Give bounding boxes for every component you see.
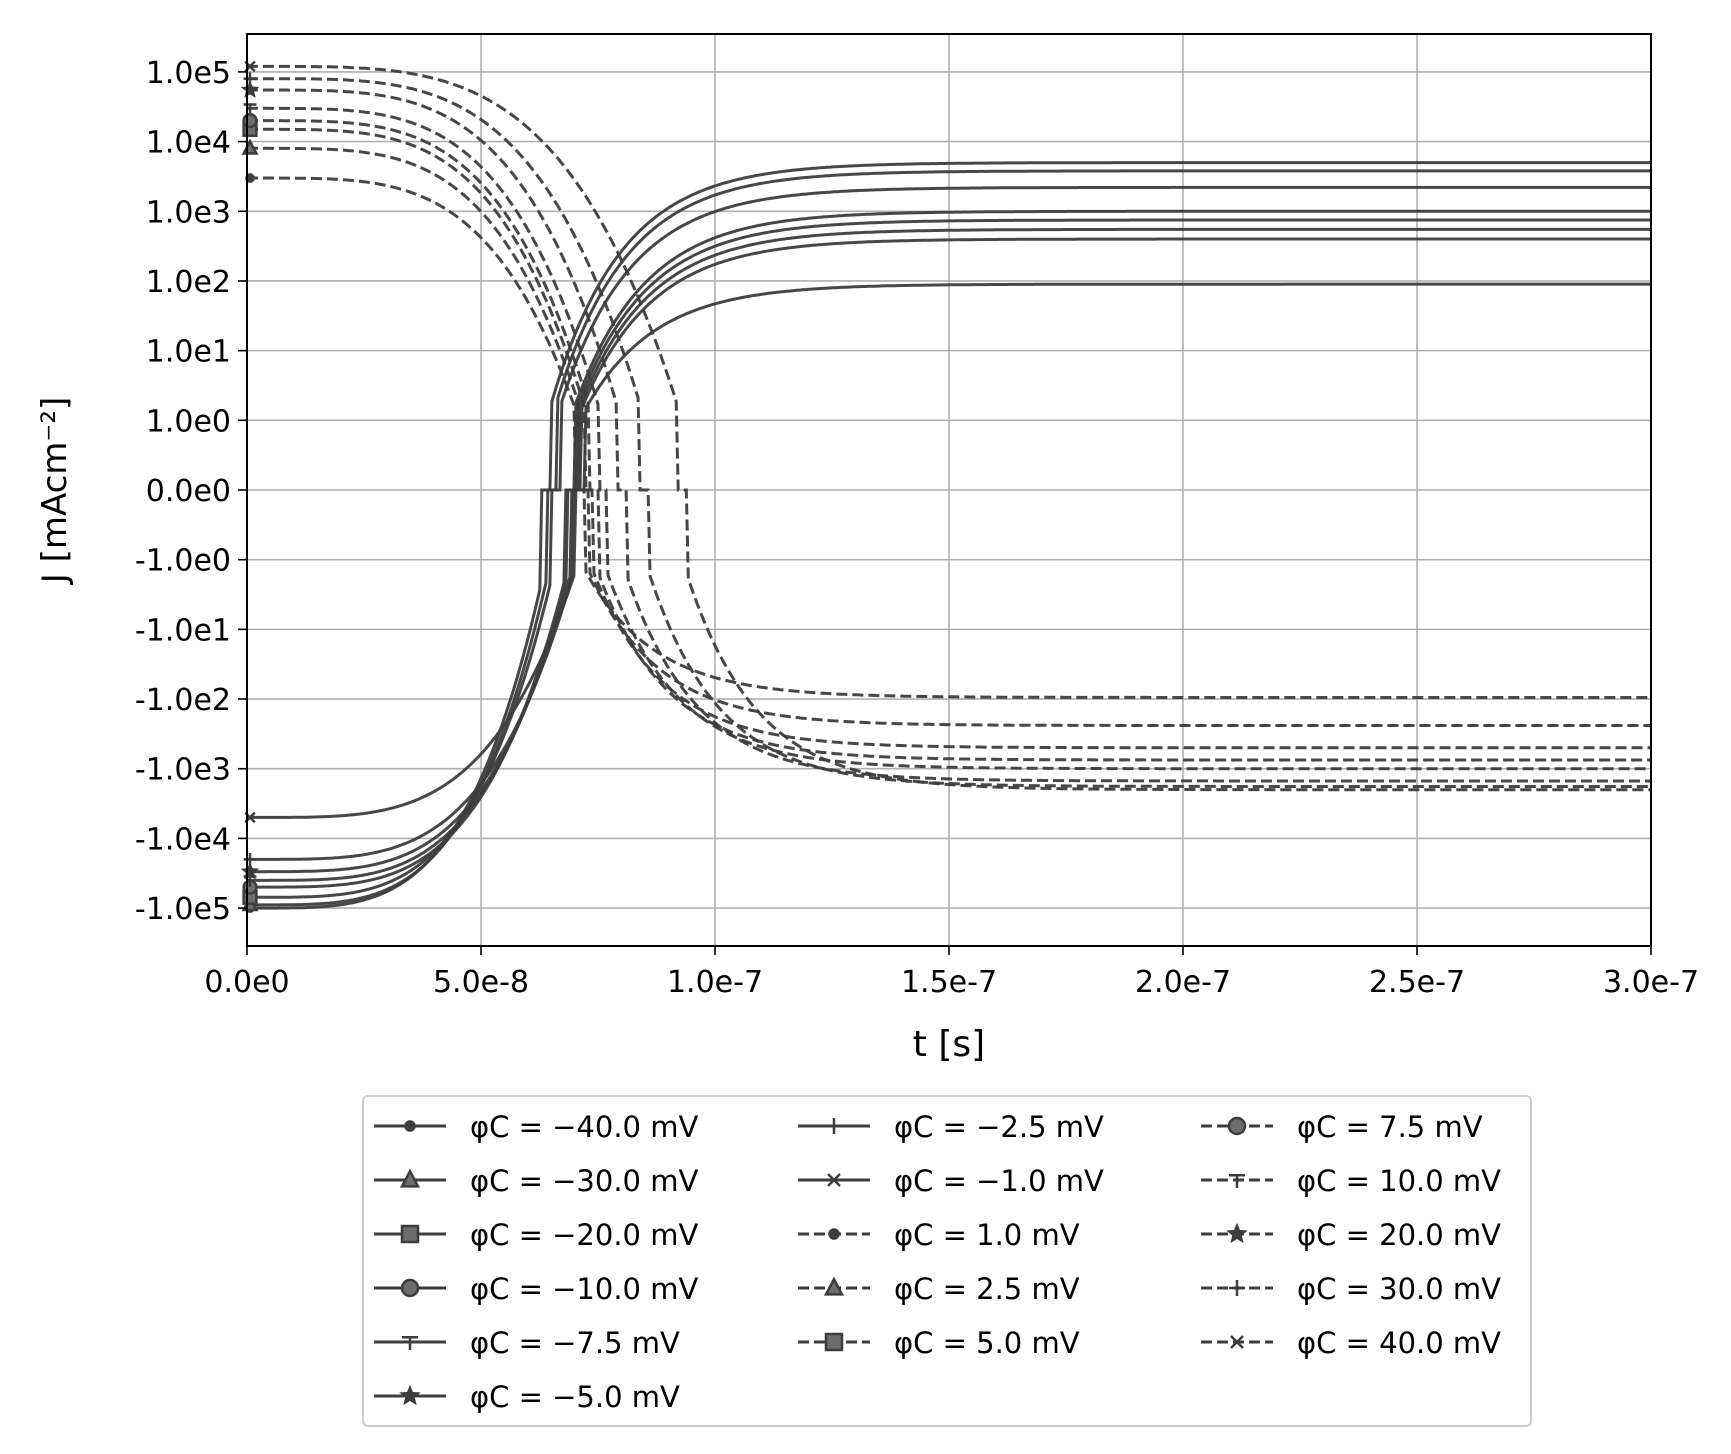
series-line-9: [247, 146, 1651, 727]
legend-marker: [404, 1120, 416, 1132]
y-axis-ticks: 1.0e5 1.0e4 1.0e3 1.0e2 1.0e1 1.0e0 0.0e0 -1.0e…: [135, 56, 247, 927]
series-line-13: [247, 88, 1651, 783]
legend-marker: [1230, 1335, 1244, 1349]
series-start-marker-6: [243, 852, 257, 866]
legend-item: φC = 40.0 mV: [1201, 1326, 1501, 1360]
series-start-marker-12: [243, 103, 257, 115]
y-tick-label: 1.0e2: [146, 265, 231, 300]
y-tick-label: -1.0e2: [135, 683, 231, 718]
y-tick-label: 1.0e1: [146, 335, 231, 370]
legend-label: φC = 30.0 mV: [1297, 1272, 1501, 1306]
legend-marker: [1227, 1116, 1247, 1136]
legend-label: φC = −1.0 mV: [894, 1164, 1104, 1198]
legend-label: φC = −2.5 mV: [894, 1110, 1104, 1144]
y-tick-label: -1.0e4: [135, 822, 231, 857]
legend-label: φC = 1.0 mV: [894, 1218, 1080, 1252]
legend-label: φC = 2.5 mV: [894, 1272, 1080, 1306]
x-tick-label: 1.5e-7: [901, 965, 997, 1000]
legend-item: φC = −10.0 mV: [374, 1272, 698, 1306]
legend-item: φC = 20.0 mV: [1201, 1218, 1501, 1252]
legend-item: φC = 2.5 mV: [798, 1272, 1080, 1306]
legend-marker: [828, 1228, 840, 1240]
series-line-6: [247, 237, 1651, 861]
legend-marker: [399, 1384, 421, 1406]
legend-item: φC = −40.0 mV: [374, 1110, 698, 1144]
legend-marker: [400, 1224, 420, 1244]
legend-marker: [823, 1276, 845, 1296]
legend-label: φC = −10.0 mV: [470, 1272, 698, 1306]
legend-label: φC = −20.0 mV: [470, 1218, 698, 1252]
x-axis-label: t [s]: [913, 1024, 985, 1065]
y-axis-label: J [mAcm⁻²]: [35, 397, 75, 586]
y-tick-label: 1.0e0: [146, 404, 231, 439]
legend-label: φC = −5.0 mV: [470, 1380, 680, 1414]
y-tick-label: 1.0e3: [146, 195, 231, 230]
legend-marker: [1226, 1222, 1248, 1244]
legend-item: φC = 7.5 mV: [1201, 1110, 1483, 1144]
series-start-marker-11: [242, 112, 258, 129]
y-tick-label: -1.0e5: [135, 892, 231, 927]
legend-marker: [824, 1332, 844, 1352]
y-tick-label: -1.0e3: [135, 753, 231, 788]
y-tick-label: -1.0e0: [135, 544, 231, 579]
x-tick-label: 2.0e-7: [1135, 965, 1231, 1000]
series-start-marker-14: [243, 72, 257, 86]
legend-label: φC = −30.0 mV: [470, 1164, 698, 1198]
series-line-10: [247, 127, 1651, 750]
series-line-8: [247, 176, 1651, 699]
x-tick-label: 5.0e-8: [433, 965, 529, 1000]
legend-marker: [400, 1278, 420, 1298]
y-tick-label: 1.0e5: [146, 56, 231, 91]
legend-label: φC = −7.5 mV: [470, 1326, 680, 1360]
legend-item: φC = −1.0 mV: [798, 1164, 1104, 1198]
legend-marker: [399, 1168, 421, 1188]
series-line-2: [247, 185, 1651, 899]
series-line-0: [247, 161, 1651, 910]
legend-marker: [1229, 1173, 1245, 1188]
series-line-11: [247, 119, 1651, 762]
legend-label: φC = 20.0 mV: [1297, 1218, 1501, 1252]
legend-item: φC = 1.0 mV: [798, 1218, 1080, 1252]
legend-item: φC = 30.0 mV: [1201, 1272, 1501, 1306]
y-tick-label: 0.0e0: [146, 474, 231, 509]
legend-label: φC = 5.0 mV: [894, 1326, 1080, 1360]
legend: φC = −40.0 mV φC = −30.0 mV φC = −20.0 mV φ…: [362, 1095, 1532, 1427]
legend-item: φC = −2.5 mV: [798, 1110, 1104, 1144]
legend-item: φC = 10.0 mV: [1201, 1164, 1501, 1198]
legend-item: φC = −20.0 mV: [374, 1218, 698, 1252]
series-line-5: [247, 227, 1651, 874]
legend-item: φC = −7.5 mV: [374, 1326, 680, 1360]
series-line-15: [247, 64, 1651, 792]
series-lines: [240, 60, 1651, 913]
series-line-4: [247, 218, 1651, 882]
legend-label: φC = 40.0 mV: [1297, 1326, 1501, 1360]
legend-marker: [1229, 1280, 1245, 1296]
series-line-12: [247, 106, 1651, 771]
x-tick-label: 3.0e-7: [1603, 965, 1699, 1000]
legend-frame: [362, 1095, 1532, 1427]
x-tick-label: 2.5e-7: [1369, 965, 1465, 1000]
x-axis-ticks: 0.0e0 5.0e-8 1.0e-7 1.5e-7 2.0e-7 2.5e-7 3.0e-…: [204, 946, 1699, 1000]
legend-marker: [827, 1173, 841, 1187]
legend-marker: [402, 1335, 418, 1350]
x-tick-label: 1.0e-7: [667, 965, 763, 1000]
legend-marker: [826, 1118, 842, 1134]
legend-label: φC = −40.0 mV: [470, 1110, 698, 1144]
y-tick-label: -1.0e1: [135, 613, 231, 648]
legend-item: φC = 5.0 mV: [798, 1326, 1080, 1360]
legend-item: φC = −5.0 mV: [374, 1380, 680, 1414]
legend-item: φC = −30.0 mV: [374, 1164, 698, 1198]
legend-label: φC = 7.5 mV: [1297, 1110, 1483, 1144]
legend-label: φC = 10.0 mV: [1297, 1164, 1501, 1198]
x-tick-label: 0.0e0: [204, 965, 289, 1000]
series-line-7: [247, 282, 1651, 819]
y-tick-label: 1.0e4: [146, 126, 231, 161]
